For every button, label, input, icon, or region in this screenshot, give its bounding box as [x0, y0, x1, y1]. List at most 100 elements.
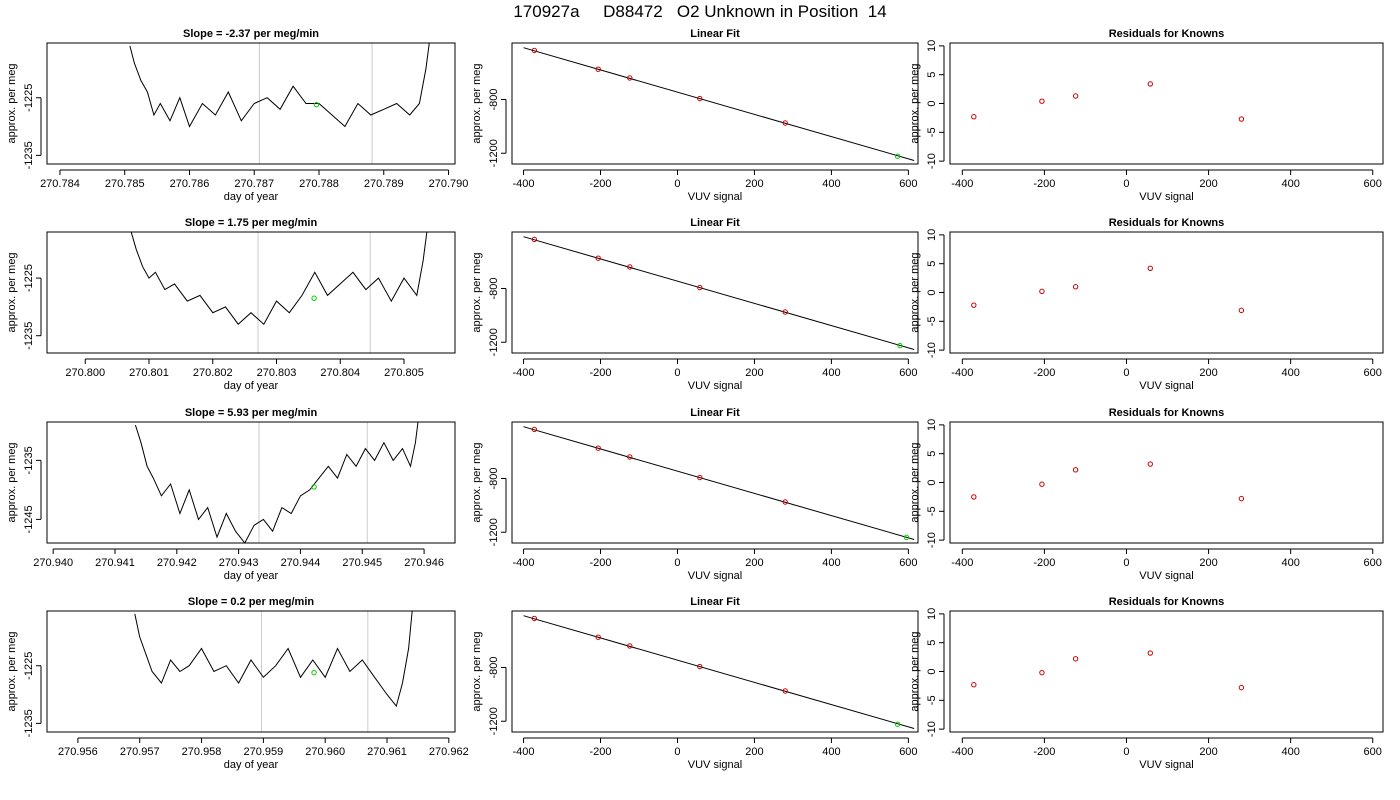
y-tick-label: -5: [926, 695, 938, 705]
plot-area: [971, 265, 1245, 314]
y-tick-label: -800: [488, 467, 500, 489]
x-tick-label: 270.790: [429, 178, 469, 190]
residual-point: [1039, 669, 1045, 676]
y-tick-label: 0: [926, 100, 938, 106]
known-point: [697, 95, 703, 102]
residual-point: [1238, 495, 1245, 502]
panel-title: Linear Fit: [690, 217, 740, 229]
unknown-point: [897, 342, 903, 349]
x-tick-label: -200: [589, 178, 611, 190]
panel-residuals-2: Residuals for Knowns -400 -200 0 200 400 600 VU…: [909, 217, 1384, 392]
x-tick-label: 200: [1199, 367, 1217, 379]
x-tick-label: 400: [1281, 746, 1299, 758]
known-point: [627, 75, 633, 81]
known-point: [782, 688, 788, 694]
y-tick-label: -1200: [488, 707, 500, 735]
residual-point: [1238, 307, 1245, 314]
fit-line: [523, 426, 915, 540]
plot-area: [129, 43, 430, 128]
x-tick-label: 0: [1123, 178, 1129, 190]
known-point: [531, 236, 538, 243]
residual-point: [1039, 98, 1045, 104]
panel-title: Residuals for Knowns: [1109, 217, 1225, 229]
panel-residuals-4: Residuals for Knowns -400 -200 0 200 400 600 VU…: [909, 596, 1384, 771]
x-axis-label: day of year: [224, 759, 279, 771]
residual-point: [1072, 656, 1079, 662]
y-tick-label: -1235: [23, 141, 35, 169]
residual-point: [1238, 116, 1245, 122]
x-tick-label: -400: [951, 746, 973, 758]
y-tick-label: 5: [926, 451, 938, 457]
x-tick-label: 200: [745, 557, 763, 569]
y-tick-label: -10: [926, 342, 938, 358]
x-tick-label: 270.956: [58, 746, 98, 758]
series-line: [134, 422, 419, 543]
x-tick-label: 270.962: [429, 746, 469, 758]
x-tick-label: 200: [1199, 746, 1217, 758]
y-tick-label: 10: [926, 40, 938, 52]
x-tick-label: 400: [822, 746, 840, 758]
x-axis-label: VUV signal: [688, 570, 742, 582]
y-tick-label: -800: [488, 277, 500, 299]
x-tick-label: 270.944: [281, 557, 321, 569]
fit-line: [523, 236, 915, 350]
known-point: [627, 643, 633, 649]
x-tick-label: 270.786: [170, 178, 210, 190]
residual-point: [1072, 93, 1079, 99]
x-tick-label: -400: [513, 367, 535, 379]
x-tick-label: 270.959: [243, 746, 283, 758]
x-tick-label: 270.943: [219, 557, 259, 569]
x-axis-label: VUV signal: [1139, 380, 1193, 392]
fit-line: [523, 615, 915, 729]
y-axis-label: approx. per meg: [471, 252, 483, 332]
y-axis-label: approx. per meg: [471, 63, 483, 143]
x-tick-label: 400: [822, 557, 840, 569]
y-tick-label: -5: [926, 506, 938, 516]
x-tick-label: -200: [589, 746, 611, 758]
x-axis-label: VUV signal: [1139, 759, 1193, 771]
panel-title: Linear Fit: [690, 28, 740, 40]
y-tick-label: -1235: [23, 709, 35, 737]
y-axis-label: approx. per meg: [471, 442, 483, 522]
y-axis-label: approx. per meg: [6, 442, 18, 522]
x-tick-label: 0: [1123, 557, 1129, 569]
panel-title: Slope = 5.93 per meg/min: [185, 407, 318, 419]
x-tick-label: 270.787: [234, 178, 274, 190]
residual-point: [1147, 265, 1153, 271]
panel-title: Residuals for Knowns: [1109, 407, 1225, 419]
y-tick-label: -1225: [23, 264, 35, 292]
plot-frame: [46, 610, 456, 733]
x-tick-label: 270.789: [364, 178, 404, 190]
plot-frame: [949, 421, 1384, 544]
x-tick-label: 600: [899, 746, 917, 758]
x-tick-label: 600: [1364, 746, 1382, 758]
x-tick-label: 270.784: [40, 178, 80, 190]
panel-title: Slope = 0.2 per meg/min: [188, 596, 315, 608]
y-tick-label: -10: [926, 721, 938, 737]
x-tick-label: 400: [1281, 367, 1299, 379]
known-point: [595, 634, 601, 640]
plot-area: [523, 426, 915, 541]
known-point: [627, 454, 633, 460]
y-tick-label: 0: [926, 668, 938, 674]
x-tick-label: 270.801: [129, 367, 169, 379]
x-tick-label: 400: [1281, 557, 1299, 569]
plot-frame: [511, 610, 919, 733]
x-axis-label: VUV signal: [1139, 570, 1193, 582]
x-axis-label: VUV signal: [688, 380, 742, 392]
y-tick-label: 0: [926, 479, 938, 485]
x-tick-label: 270.940: [33, 557, 73, 569]
y-tick-label: -10: [926, 153, 938, 169]
residual-point: [1238, 684, 1245, 691]
x-tick-label: -400: [513, 557, 535, 569]
x-tick-label: 600: [1364, 557, 1382, 569]
y-axis-label: approx. per meg: [909, 442, 921, 522]
x-tick-label: -200: [1033, 746, 1055, 758]
known-point: [782, 120, 788, 126]
unknown-point: [311, 669, 317, 676]
x-axis-label: day of year: [224, 191, 279, 203]
plot-area: [971, 650, 1245, 691]
x-tick-label: 200: [1199, 557, 1217, 569]
plot-frame: [46, 421, 456, 544]
unknown-point: [894, 721, 901, 727]
